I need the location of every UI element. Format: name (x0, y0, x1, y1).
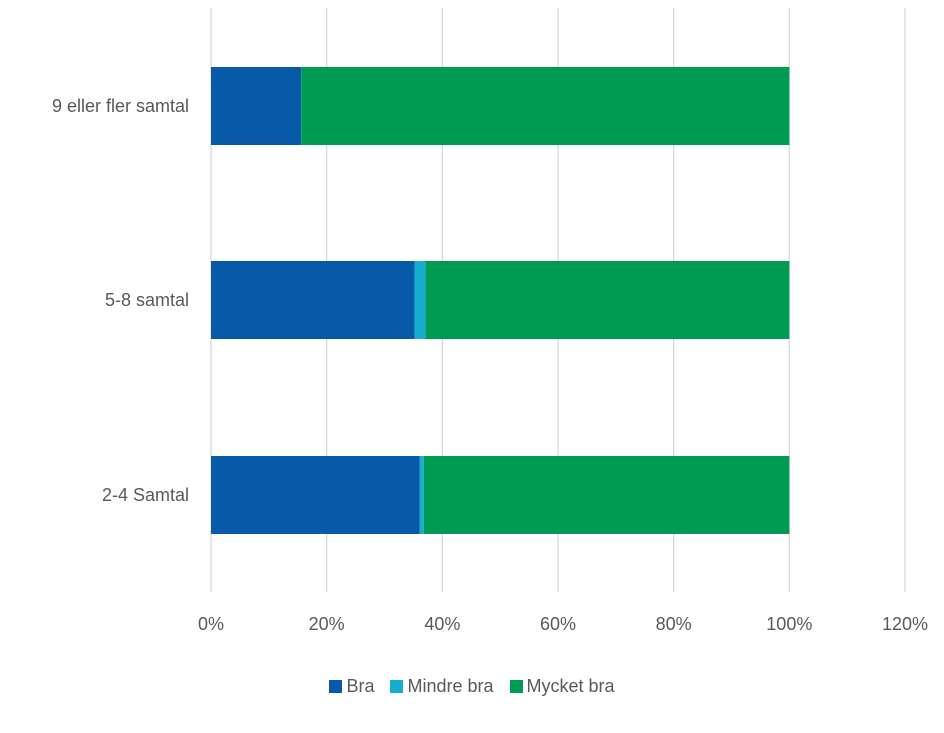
bar-mindre-bra-5-8-samtal (414, 261, 426, 339)
legend-label-bra: Bra (346, 676, 375, 696)
bar-mycket-bra-2-4-samtal (423, 456, 790, 534)
category-label: 9 eller fler samtal (52, 96, 189, 116)
bar-bra-5-8-samtal (211, 261, 415, 339)
legend-item-mindre-bra: Mindre bra (390, 676, 494, 697)
x-tick-label: 60% (540, 614, 576, 634)
x-tick-label: 0% (198, 614, 224, 634)
legend-swatch-bra (329, 680, 343, 693)
legend-item-mycket-bra: Mycket bra (509, 676, 615, 697)
bar-bra-9-eller-fler-samtal (211, 67, 302, 145)
bars (211, 67, 790, 534)
x-tick-label: 120% (882, 614, 928, 634)
category-labels: 9 eller fler samtal 5-8 samtal 2-4 Samtal (52, 96, 189, 505)
x-tick-label: 20% (309, 614, 345, 634)
legend-swatch-mycket-bra (509, 680, 523, 693)
x-tick-label: 80% (656, 614, 692, 634)
bar-mycket-bra-9-eller-fler-samtal (301, 67, 790, 145)
category-label: 2-4 Samtal (102, 485, 189, 505)
category-label: 5-8 samtal (105, 290, 189, 310)
bar-mycket-bra-5-8-samtal (425, 261, 790, 339)
legend-label-mycket-bra: Mycket bra (526, 676, 615, 696)
legend-item-bra: Bra (329, 676, 374, 697)
legend-swatch-mindre-bra (390, 680, 404, 693)
legend: Bra Mindre bra Mycket bra (0, 676, 944, 697)
x-tick-label: 100% (766, 614, 812, 634)
legend-label-mindre-bra: Mindre bra (407, 676, 494, 696)
x-tick-label: 40% (424, 614, 460, 634)
bar-bra-2-4-samtal (211, 456, 420, 534)
bar-mindre-bra-2-4-samtal (419, 456, 424, 534)
x-tick-labels: 0% 20% 40% 60% 80% 100% 120% (198, 614, 928, 634)
